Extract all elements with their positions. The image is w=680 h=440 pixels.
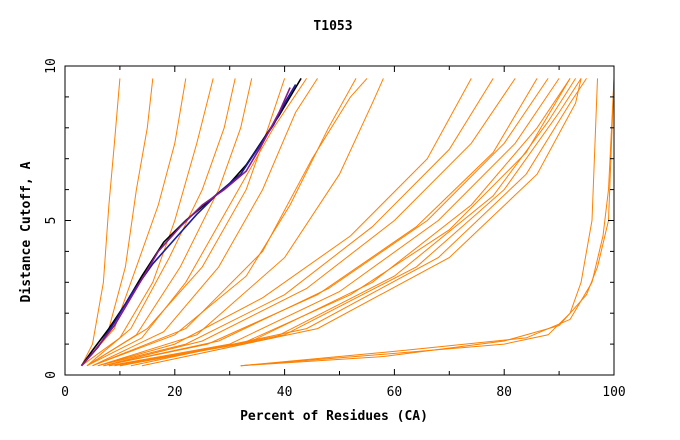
x-tick-label: 0 [61,385,69,400]
x-tick-label: 60 [387,385,403,400]
series-layer [80,77,615,367]
series-line [108,78,560,367]
series-line [119,78,582,367]
highlight-series-line [80,84,297,367]
y-tick-label: 5 [44,217,59,225]
x-tick-label: 80 [496,385,512,400]
series-line [103,78,516,367]
series-line [86,78,286,367]
series-line [92,78,368,367]
series-line [103,78,549,367]
series-line [97,78,472,367]
chart-title: T1053 [313,19,352,34]
series-line [130,78,587,367]
series-line [141,78,582,367]
y-tick-label: 10 [44,58,59,74]
series-line [240,78,598,367]
series-line [86,78,236,367]
series-line [240,78,615,367]
series-line [81,78,187,367]
series-line [97,78,384,367]
ticks-layer: 0 20 40 60 80 100 0 5 10 [44,58,626,400]
series-line [114,78,571,367]
y-axis-title: Distance Cutoff, A [19,161,34,302]
x-tick-label: 40 [277,385,293,400]
series-line [97,78,494,367]
series-line [86,78,308,367]
series-line [103,78,538,367]
series-line [81,78,121,366]
series-line [119,78,577,367]
x-axis-title: Percent of Residues (CA) [240,409,428,424]
x-tick-label: 20 [167,385,183,400]
highlight-series-line [80,87,291,367]
series-line [81,78,214,367]
series-line [86,78,253,367]
series-line [240,78,615,367]
x-tick-label: 100 [602,385,625,400]
y-tick-label: 0 [44,371,59,379]
series-line [92,78,318,367]
series-line [81,78,154,366]
